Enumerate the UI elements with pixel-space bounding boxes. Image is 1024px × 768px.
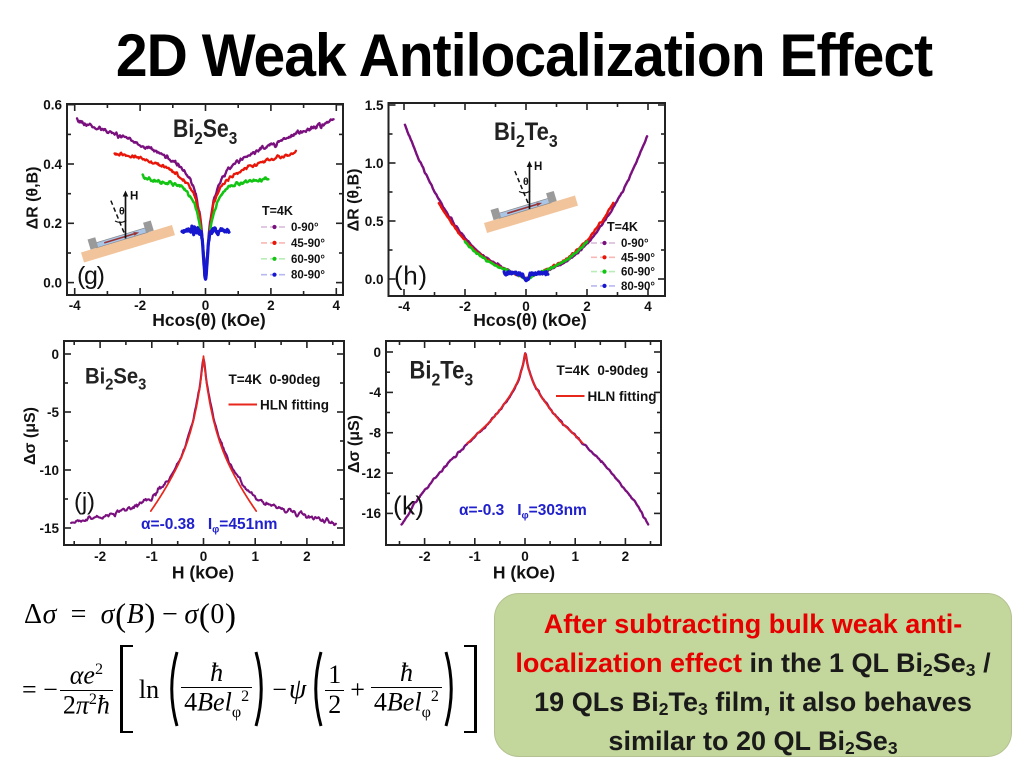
svg-text:Δσ (μS): Δσ (μS) <box>346 415 363 473</box>
svg-text:-4: -4 <box>398 299 410 314</box>
svg-text:0.5: 0.5 <box>365 214 384 229</box>
svg-text:60-90°: 60-90° <box>621 267 655 279</box>
svg-text:T=4K 0-90deg: T=4K 0-90deg <box>229 372 321 387</box>
svg-text:(k): (k) <box>393 491 424 521</box>
svg-text:2: 2 <box>267 298 275 313</box>
svg-text:(g): (g) <box>77 262 105 290</box>
svg-text:-1: -1 <box>469 549 481 564</box>
svg-text:(j): (j) <box>74 489 95 516</box>
svg-text:45-90°: 45-90° <box>621 252 655 264</box>
svg-text:θ: θ <box>523 176 529 188</box>
svg-text:4: 4 <box>644 299 652 314</box>
svg-text:Hcos(θ) (kOe): Hcos(θ) (kOe) <box>473 310 587 330</box>
svg-text:60-90°: 60-90° <box>291 254 325 266</box>
svg-text:0-90°: 0-90° <box>291 222 319 234</box>
svg-text:HLN fitting: HLN fitting <box>588 389 657 404</box>
svg-text:HLN fitting: HLN fitting <box>260 398 329 413</box>
svg-text:-4: -4 <box>369 385 381 400</box>
svg-text:-2: -2 <box>419 549 431 564</box>
svg-text:2: 2 <box>583 299 591 314</box>
svg-text:1.0: 1.0 <box>365 156 384 171</box>
svg-text:T=4K: T=4K <box>607 220 638 234</box>
svg-text:-15: -15 <box>39 521 59 536</box>
svg-text:-2: -2 <box>94 549 106 564</box>
svg-text:4: 4 <box>333 298 341 313</box>
svg-text:T=4K: T=4K <box>262 204 293 218</box>
svg-text:H (kOe): H (kOe) <box>172 563 234 583</box>
svg-text:-8: -8 <box>369 426 381 441</box>
svg-text:0: 0 <box>51 347 59 362</box>
svg-text:(h): (h) <box>394 261 427 291</box>
svg-text:0: 0 <box>373 345 381 360</box>
svg-text:-2: -2 <box>134 298 146 313</box>
svg-text:α=-0.38 Iφ=451nm: α=-0.38 Iφ=451nm <box>141 516 277 536</box>
svg-text:0.2: 0.2 <box>43 216 62 231</box>
svg-text:ΔR (θ,B): ΔR (θ,B) <box>25 167 42 230</box>
svg-text:θ: θ <box>119 206 125 218</box>
svg-text:Bi2Te3: Bi2Te3 <box>494 118 558 152</box>
svg-text:ΔR (θ,B): ΔR (θ,B) <box>346 169 363 232</box>
svg-text:-2: -2 <box>459 299 471 314</box>
svg-text:-10: -10 <box>39 463 59 478</box>
svg-text:2: 2 <box>622 549 630 564</box>
svg-text:1.5: 1.5 <box>365 98 384 113</box>
svg-text:0: 0 <box>200 549 208 564</box>
svg-text:-1: -1 <box>146 549 158 564</box>
svg-text:2: 2 <box>303 549 311 564</box>
svg-text:80-90°: 80-90° <box>621 281 655 293</box>
svg-text:0.0: 0.0 <box>43 275 62 290</box>
svg-text:Bi2Se3: Bi2Se3 <box>173 114 237 148</box>
svg-text:80-90°: 80-90° <box>291 270 325 282</box>
svg-text:0: 0 <box>202 298 210 313</box>
svg-text:H: H <box>130 191 138 203</box>
svg-text:-5: -5 <box>47 405 59 420</box>
svg-text:45-90°: 45-90° <box>291 238 325 250</box>
svg-text:0: 0 <box>522 299 530 314</box>
svg-text:H: H <box>534 161 542 173</box>
svg-text:0.6: 0.6 <box>43 98 62 113</box>
svg-text:Hcos(θ) (kOe): Hcos(θ) (kOe) <box>152 310 266 330</box>
svg-text:H (kOe): H (kOe) <box>493 563 555 583</box>
svg-text:-4: -4 <box>69 298 81 313</box>
svg-text:T=4K 0-90deg: T=4K 0-90deg <box>557 363 649 378</box>
svg-text:0.4: 0.4 <box>43 157 62 172</box>
svg-text:0.0: 0.0 <box>365 272 384 287</box>
svg-text:0: 0 <box>521 549 529 564</box>
svg-text:-12: -12 <box>361 466 381 481</box>
svg-text:-16: -16 <box>361 506 381 521</box>
svg-text:0-90°: 0-90° <box>621 238 649 250</box>
svg-text:Δσ (μS): Δσ (μS) <box>22 407 39 465</box>
svg-text:Bi2Se3: Bi2Se3 <box>85 365 146 394</box>
svg-text:α=-0.3 Iφ=303nm: α=-0.3 Iφ=303nm <box>459 502 587 522</box>
svg-text:1: 1 <box>571 549 579 564</box>
svg-text:Bi2Te3: Bi2Te3 <box>410 356 474 390</box>
svg-text:1: 1 <box>251 549 259 564</box>
